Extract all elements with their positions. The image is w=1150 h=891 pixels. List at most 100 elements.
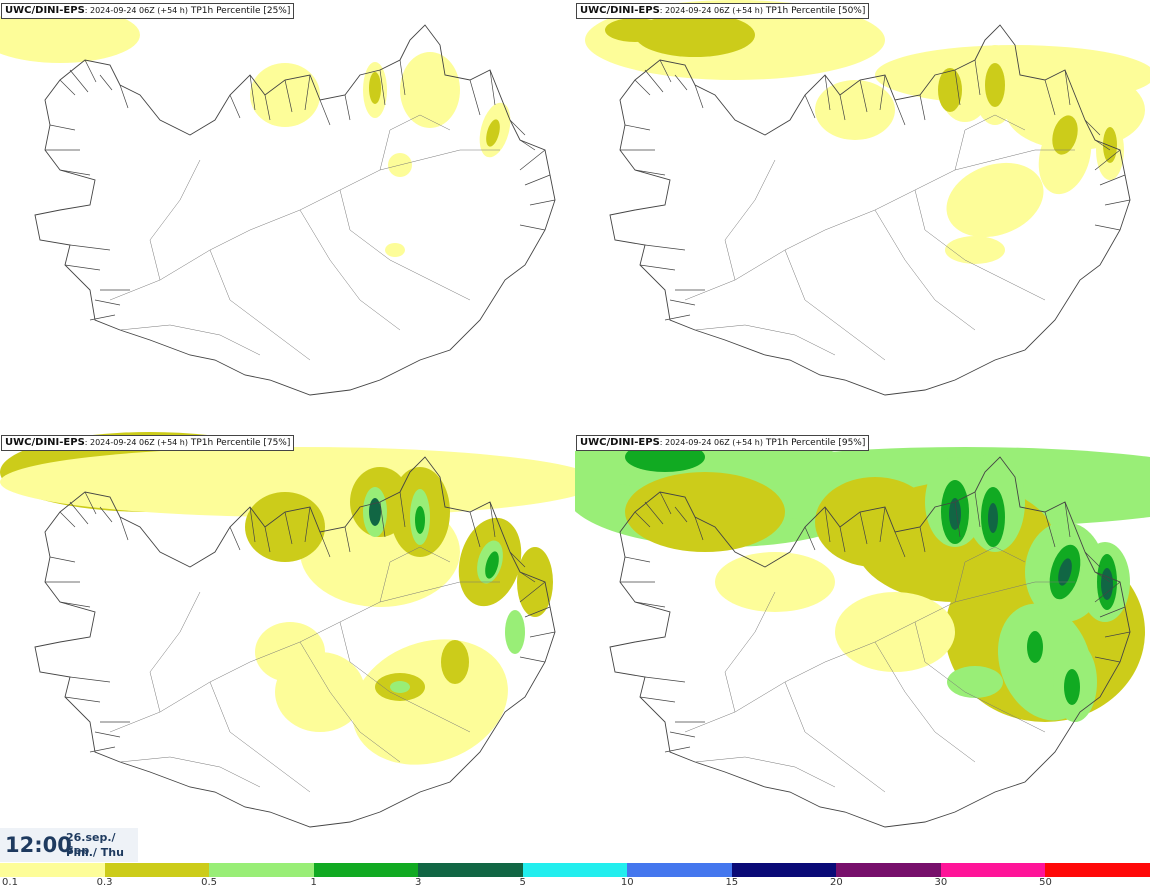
precip-area [415, 506, 425, 534]
colorbar-segment [209, 863, 314, 877]
iceland-map [585, 0, 1150, 396]
precip-area [985, 63, 1005, 107]
colorbar-tick-label: 15 [725, 877, 739, 888]
valid-date: 26.sep./ Sep [66, 831, 116, 857]
model-source: UWC/DINI-EPS [580, 5, 660, 16]
precip-area [605, 18, 665, 42]
precip-area [1064, 669, 1080, 705]
precip-area [938, 68, 962, 112]
road-network [109, 114, 500, 361]
precip-area [1027, 631, 1043, 663]
road-network [684, 114, 1075, 361]
fjord-lines [620, 491, 704, 608]
run-info: : 2024-09-24 06Z (+54 h) [659, 6, 763, 15]
colorbar-segment [418, 863, 523, 877]
fjord-lines [1044, 501, 1131, 663]
coastline [34, 24, 556, 396]
colorbar-ticks: 0.1 0.3 0.5 1 3 5 10 15 20 30 50 [0, 877, 1150, 891]
valid-weekday: Fim./ Thu [66, 846, 124, 859]
colorbar-tick-label: 3 [414, 877, 422, 888]
fjord-lines [469, 501, 556, 663]
precip-area [245, 492, 325, 562]
colorbar-tick-label: 20 [829, 877, 843, 888]
map-panel-p95: UWC/DINI-EPS: 2024-09-24 06Z (+54 h) TP1… [575, 432, 1150, 862]
precip-area [486, 119, 500, 147]
precip-area [400, 52, 460, 128]
panel-title: UWC/DINI-EPS: 2024-09-24 06Z (+54 h) TP1… [1, 435, 295, 451]
road-network [109, 546, 500, 793]
precip-area [250, 63, 320, 127]
colorbar-segment [313, 863, 419, 877]
coastline [609, 24, 1131, 396]
precip-area [625, 472, 785, 552]
colorbar-segment [731, 863, 837, 877]
precip-area [815, 477, 935, 567]
model-source: UWC/DINI-EPS [580, 437, 660, 448]
valid-time: 12:00 [5, 833, 72, 857]
precip-area [255, 622, 325, 682]
fjord-lines [229, 59, 406, 126]
colorbar-segment [522, 863, 628, 877]
precip-area [485, 551, 499, 579]
colorbar-segment [836, 863, 941, 877]
precip-area [441, 640, 469, 684]
field-name: TP1h Percentile [25%] [190, 6, 291, 16]
precip-area [1058, 558, 1072, 586]
colorbar-tick-label: 0.5 [201, 877, 218, 888]
map-panel-p50: UWC/DINI-EPS: 2024-09-24 06Z (+54 h) TP1… [575, 0, 1150, 430]
fjord-lines [620, 59, 704, 176]
precip-area [369, 72, 381, 104]
field-name: TP1h Percentile [95%] [765, 438, 866, 448]
fjord-lines [469, 69, 556, 231]
panel-title: UWC/DINI-EPS: 2024-09-24 06Z (+54 h) TP1… [576, 3, 870, 19]
precip-area [1103, 127, 1117, 163]
precip-area [988, 503, 998, 533]
precip-area [0, 7, 140, 63]
precip-area [815, 80, 895, 140]
coastline [609, 456, 1131, 828]
colorbar-tick-label: 0.1 [2, 877, 18, 888]
run-info: : 2024-09-24 06Z (+54 h) [84, 6, 188, 15]
run-info: : 2024-09-24 06Z (+54 h) [659, 438, 763, 447]
colorbar-segment [940, 863, 1046, 877]
fjord-lines [45, 491, 129, 608]
precip-field [0, 7, 511, 257]
panel-title: UWC/DINI-EPS: 2024-09-24 06Z (+54 h) TP1… [576, 435, 870, 451]
colorbar-tick-label: 5 [519, 877, 526, 888]
precip-area [715, 552, 835, 612]
road-network [684, 546, 1075, 793]
fjord-lines [804, 59, 981, 126]
colorbar-segment [0, 863, 105, 877]
fjord-lines [64, 676, 130, 753]
fjord-lines [804, 491, 981, 558]
colorbar-tick-label: 10 [620, 877, 634, 888]
precip-area [946, 162, 1044, 238]
iceland-map [575, 437, 1150, 828]
precip-field [575, 437, 1150, 722]
coastline [34, 456, 556, 828]
field-name: TP1h Percentile [75%] [190, 438, 291, 448]
fjord-lines [639, 244, 705, 321]
fjord-lines [1044, 69, 1131, 231]
fjord-lines [229, 491, 406, 558]
colorbar-tick-label: 0.3 [96, 877, 113, 888]
precip-field [0, 432, 575, 765]
colorbar-tick-label: 50 [1039, 877, 1052, 888]
fjord-lines [64, 244, 130, 321]
colorbar-segment [104, 863, 210, 877]
map-panel-p25: UWC/DINI-EPS: 2024-09-24 06Z (+54 h) TP1… [0, 0, 575, 430]
precip-area [390, 681, 410, 693]
precip-area [945, 236, 1005, 264]
iceland-map [0, 432, 575, 828]
valid-time-box: 12:00 26.sep./ Sep Fim./ Thu [0, 828, 138, 862]
precip-field [585, 0, 1150, 264]
field-name: TP1h Percentile [50%] [765, 6, 866, 16]
precip-area [385, 243, 405, 257]
model-source: UWC/DINI-EPS [5, 437, 85, 448]
precipitation-colorbar [0, 863, 1150, 877]
precip-area [1052, 115, 1078, 155]
model-source: UWC/DINI-EPS [5, 5, 85, 16]
iceland-map [0, 7, 556, 396]
run-info: : 2024-09-24 06Z (+54 h) [84, 438, 188, 447]
map-panel-p75: UWC/DINI-EPS: 2024-09-24 06Z (+54 h) TP1… [0, 432, 575, 862]
